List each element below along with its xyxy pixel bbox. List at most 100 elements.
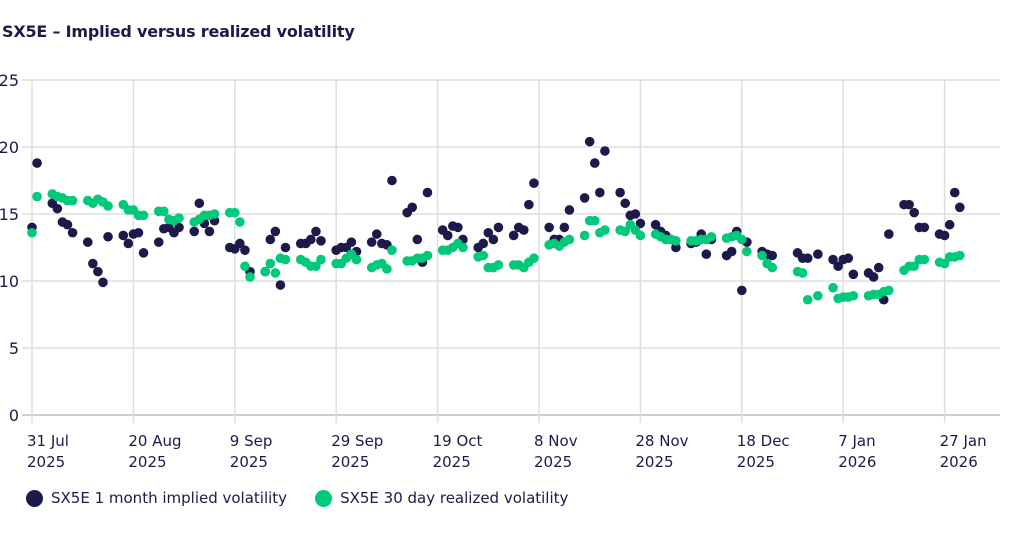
x-tick-label: 28 Nov <box>635 432 688 450</box>
data-point <box>813 290 823 301</box>
data-point <box>544 222 554 233</box>
data-point <box>579 230 590 241</box>
data-point <box>909 261 919 272</box>
data-point <box>260 266 271 277</box>
data-point <box>919 222 930 233</box>
data-point <box>706 231 717 242</box>
data-point <box>813 249 823 259</box>
data-point <box>529 253 539 264</box>
data-point <box>524 199 534 210</box>
data-point <box>311 261 321 272</box>
data-point <box>488 234 499 245</box>
legend-marker-implied <box>26 489 43 507</box>
data-point <box>630 209 641 219</box>
series-realized <box>27 189 965 305</box>
x-tick-year-label: 2025 <box>27 453 65 471</box>
data-point <box>767 262 778 273</box>
data-point <box>230 207 240 218</box>
grid <box>22 79 1000 423</box>
data-point <box>194 198 205 209</box>
data-point <box>88 258 98 269</box>
x-tick-label: 7 Jan <box>838 432 875 450</box>
data-point <box>371 229 382 239</box>
data-point <box>518 225 529 235</box>
legend-label-implied: SX5E 1 month implied volatility <box>51 489 288 507</box>
data-point <box>174 213 184 223</box>
data-point <box>635 218 646 229</box>
data-point <box>802 294 813 305</box>
data-point <box>387 175 397 186</box>
data-point <box>559 222 570 233</box>
data-points <box>27 136 965 305</box>
data-point <box>442 230 453 241</box>
data-point <box>493 222 504 233</box>
data-point <box>742 246 752 257</box>
x-tick-year-label: 2025 <box>534 453 572 471</box>
data-point <box>52 203 63 214</box>
data-point <box>848 269 859 280</box>
data-point <box>564 205 575 215</box>
x-tick-label: 9 Sep <box>230 432 273 450</box>
data-point <box>919 254 930 265</box>
data-point <box>589 215 600 226</box>
data-point <box>589 158 600 168</box>
data-point <box>737 285 747 296</box>
x-tick-year-label: 2025 <box>737 453 775 471</box>
data-point <box>235 217 245 227</box>
data-point <box>726 246 737 257</box>
data-point <box>67 195 78 206</box>
data-point <box>955 202 965 213</box>
data-point <box>737 234 747 245</box>
data-point <box>828 282 838 293</box>
legend-label-realized: SX5E 30 day realized volatility <box>340 489 569 507</box>
data-point <box>493 260 504 270</box>
data-point <box>955 250 965 261</box>
data-point <box>848 290 859 301</box>
x-tick-year-label: 2025 <box>128 453 166 471</box>
legend: SX5E 1 month implied volatility SX5E 30 … <box>26 489 568 507</box>
data-point <box>316 254 326 265</box>
y-axis: 0 5 10 15 20 25 <box>0 71 19 425</box>
data-point <box>757 250 767 261</box>
data-point <box>351 254 362 265</box>
data-point <box>904 199 914 210</box>
data-point <box>265 258 276 269</box>
legend-item-realized[interactable]: SX5E 30 day realized volatility <box>315 489 568 507</box>
data-point <box>833 261 843 272</box>
data-point <box>412 234 423 245</box>
data-point <box>939 230 950 241</box>
x-tick-year-label: 2026 <box>940 453 978 471</box>
legend-item-implied[interactable]: SX5E 1 month implied volatility <box>26 489 287 507</box>
data-point <box>240 245 250 255</box>
data-point <box>797 268 808 278</box>
x-tick-label: 31 Jul <box>27 432 69 450</box>
data-point <box>884 285 894 296</box>
data-point <box>453 222 463 233</box>
data-point <box>306 234 316 245</box>
y-tick-label: 10 <box>0 272 19 291</box>
data-point <box>27 227 37 238</box>
data-point <box>98 277 108 288</box>
data-point <box>103 201 113 211</box>
data-point <box>949 187 960 198</box>
data-point <box>458 242 468 253</box>
data-point <box>868 272 879 282</box>
data-point <box>884 229 894 239</box>
data-point <box>265 234 276 245</box>
data-point <box>138 210 149 221</box>
x-axis: 31 Jul 2025 20 Aug 2025 9 Sep 2025 29 Sep 2025 1… <box>27 432 987 471</box>
data-point <box>478 238 489 249</box>
data-point <box>767 250 778 261</box>
data-point <box>159 206 169 217</box>
y-tick-label: 20 <box>0 138 19 157</box>
data-point <box>62 219 73 230</box>
data-point <box>275 280 286 290</box>
x-tick-label: 27 Jan <box>940 432 987 450</box>
data-point <box>280 242 291 253</box>
x-tick-year-label: 2025 <box>230 453 268 471</box>
x-tick-year-label: 2025 <box>635 453 673 471</box>
data-point <box>82 237 93 247</box>
data-point <box>270 268 281 278</box>
data-point <box>103 231 113 242</box>
data-point <box>174 222 184 233</box>
